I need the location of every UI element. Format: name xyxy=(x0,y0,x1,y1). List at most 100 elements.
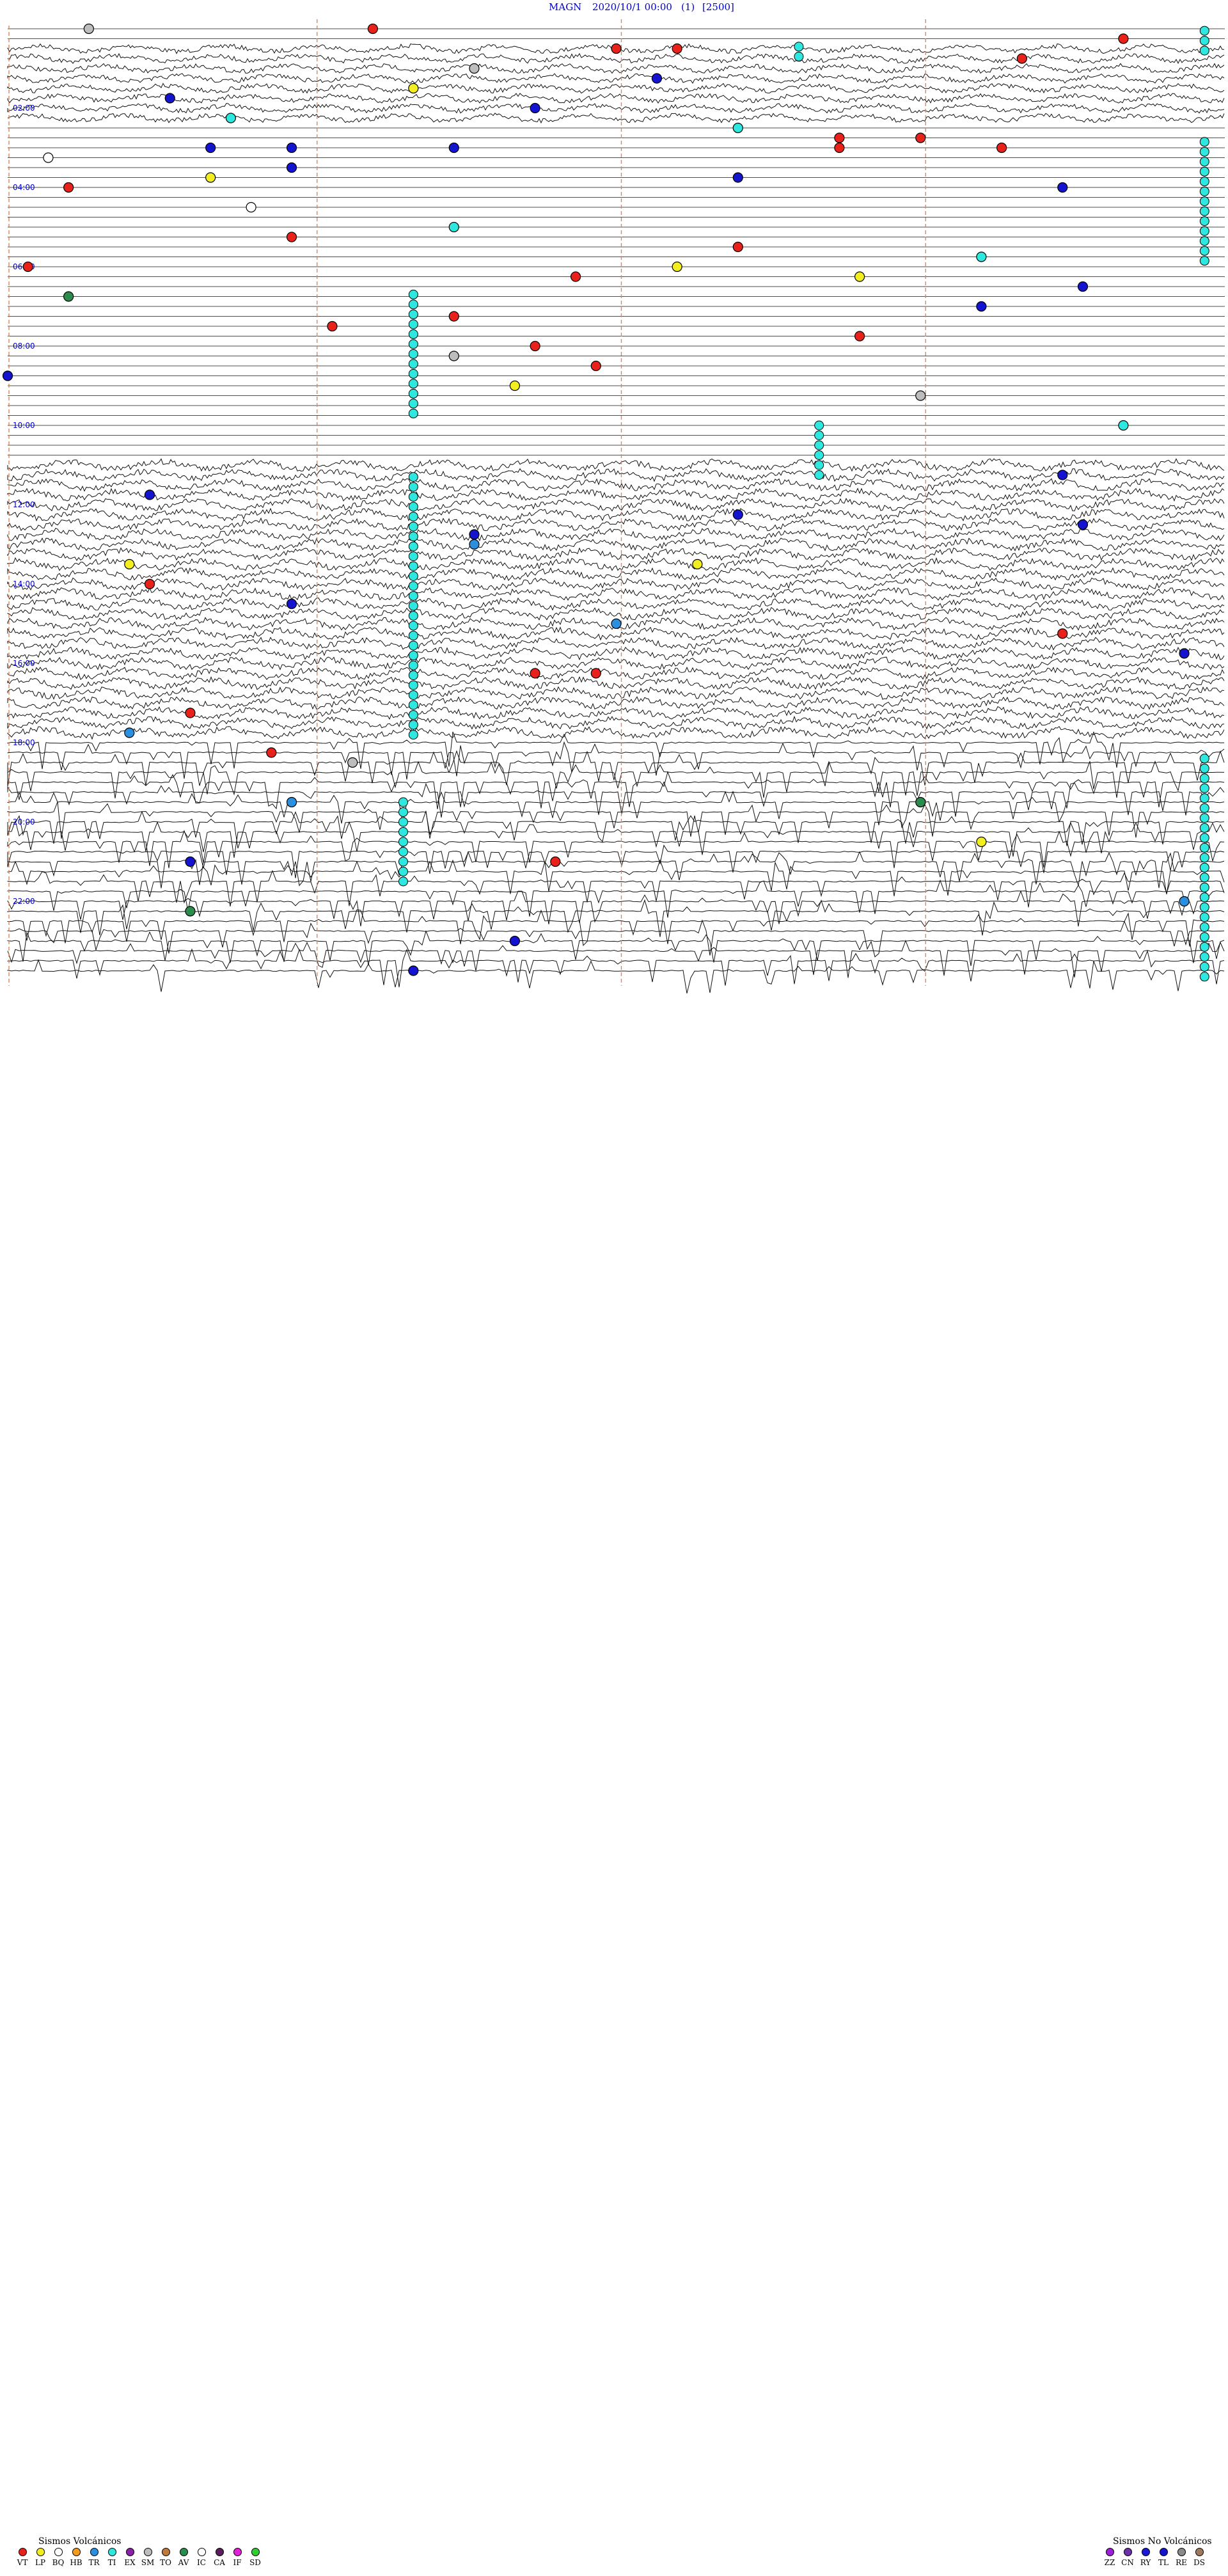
trace-row xyxy=(7,715,1225,730)
event-marker-TL xyxy=(732,172,743,183)
legend-volcanic-label: TR xyxy=(88,2558,100,2567)
swarm-marker-TI xyxy=(1199,942,1209,952)
event-marker-IC xyxy=(246,201,256,213)
trace-row xyxy=(7,73,1225,84)
trace-row xyxy=(7,113,1225,124)
swarm-marker-TI xyxy=(1199,206,1209,216)
event-marker-SM xyxy=(469,63,480,74)
swarm-marker-TI xyxy=(814,470,824,480)
event-marker-VT xyxy=(266,747,277,758)
legend-nonvolcanic-swatch xyxy=(1141,2548,1150,2556)
swarm-marker-TI xyxy=(1199,892,1209,903)
swarm-marker-TI xyxy=(408,289,418,299)
event-marker-TL xyxy=(164,93,175,104)
swarm-marker-TI xyxy=(1199,833,1209,843)
swarm-marker-TI xyxy=(398,876,408,887)
trace-row xyxy=(7,750,1225,787)
swarm-marker-TI xyxy=(1199,36,1209,46)
swarm-marker-TI xyxy=(1199,932,1209,942)
legend-nonvolcanic-item-ry: RY xyxy=(1136,2548,1155,2567)
trace-row xyxy=(7,83,1225,94)
legend-nonvolcanic-swatch xyxy=(1159,2548,1168,2556)
legend-volcanic-label: IF xyxy=(233,2558,242,2567)
event-marker-VT xyxy=(286,232,297,242)
swarm-marker-TI xyxy=(1199,783,1209,793)
legend-volcanic-item-hb: HB xyxy=(67,2548,86,2567)
swarm-marker-TI xyxy=(1199,902,1209,912)
event-marker-TR xyxy=(286,796,297,808)
trace-row xyxy=(7,626,1225,641)
trace-row xyxy=(7,830,1225,869)
swarm-marker-TI xyxy=(1199,246,1209,256)
legend-volcanic-swatch xyxy=(215,2548,224,2556)
legend-volcanic-item-av: AV xyxy=(174,2548,193,2567)
legend-volcanic-label: LP xyxy=(35,2558,46,2567)
legend-nonvolcanic-label: TL xyxy=(1158,2558,1169,2567)
hour-label: 16:00 xyxy=(13,659,35,668)
swarm-marker-TI xyxy=(1199,823,1209,833)
trace-row xyxy=(7,731,1225,770)
swarm-marker-TI xyxy=(1199,882,1209,892)
legend-volcanic-label: SD xyxy=(249,2558,261,2567)
swarm-marker-TI xyxy=(814,450,824,460)
trace-row xyxy=(7,478,1225,492)
trace-row xyxy=(7,587,1225,601)
swarm-marker-TI xyxy=(408,359,418,369)
event-marker-TR xyxy=(1179,896,1190,907)
legend-nonvolcanic-swatch xyxy=(1105,2548,1114,2556)
channel-label: (1) xyxy=(681,1,695,13)
swarm-marker-TI xyxy=(408,329,418,339)
legend-nonvolcanic-item-cn: CN xyxy=(1118,2548,1137,2567)
trace-row xyxy=(7,507,1225,522)
event-marker-LP xyxy=(854,271,865,282)
swarm-marker-TI xyxy=(1199,196,1209,207)
trace-row xyxy=(7,93,1225,104)
legend-volcanic-label: VT xyxy=(17,2558,28,2567)
legend-volcanic-label: AV xyxy=(178,2558,189,2567)
trace-row xyxy=(7,706,1225,720)
swarm-marker-TI xyxy=(408,319,418,329)
swarm-marker-TI xyxy=(1199,842,1209,853)
trace-row xyxy=(7,646,1225,661)
event-marker-TL xyxy=(1057,182,1068,193)
trace-row xyxy=(7,597,1225,611)
event-marker-TL xyxy=(286,142,297,154)
swarm-marker-TI xyxy=(408,710,418,720)
trace-row xyxy=(7,52,1225,65)
swarm-marker-TI xyxy=(408,349,418,359)
event-marker-TL xyxy=(1077,519,1089,530)
event-marker-VT xyxy=(448,311,459,322)
legend-nonvolcanic-swatch xyxy=(1123,2548,1132,2556)
event-marker-TL xyxy=(1057,470,1068,480)
trace-row xyxy=(7,696,1225,710)
swarm-marker-TI xyxy=(408,690,418,700)
swarm-marker-TI xyxy=(408,399,418,409)
swarm-marker-TI xyxy=(398,827,408,837)
legend-nonvolcanic-label: RY xyxy=(1140,2558,1151,2567)
swarm-marker-TI xyxy=(1199,773,1209,784)
event-marker-TL xyxy=(286,162,297,173)
event-marker-VT xyxy=(1118,33,1129,44)
legend-volcanic-swatch xyxy=(125,2548,134,2556)
trace-row xyxy=(7,781,1225,818)
event-marker-VT xyxy=(834,142,845,154)
event-marker-TL xyxy=(408,965,419,976)
legend-volcanic-item-vt: VT xyxy=(13,2548,32,2567)
trace-row xyxy=(7,819,1225,858)
swarm-marker-TI xyxy=(814,440,824,450)
swarm-marker-TI xyxy=(408,561,418,571)
swarm-marker-TI xyxy=(1199,236,1209,246)
swarm-layer xyxy=(398,26,1209,982)
legend-volcanic-swatch xyxy=(251,2548,260,2556)
swarm-marker-TI xyxy=(1199,177,1209,187)
swarm-marker-TI xyxy=(408,551,418,562)
swarm-marker-TI xyxy=(408,502,418,512)
trace-layer xyxy=(7,28,1225,994)
hour-label: 04:00 xyxy=(13,183,35,192)
legend-volcanic-item-lp: LP xyxy=(31,2548,50,2567)
swarm-marker-TI xyxy=(1199,45,1209,56)
event-marker-TR xyxy=(469,539,480,550)
trace-row xyxy=(7,656,1225,670)
swarm-marker-TI xyxy=(398,857,408,867)
swarm-marker-TI xyxy=(408,640,418,651)
